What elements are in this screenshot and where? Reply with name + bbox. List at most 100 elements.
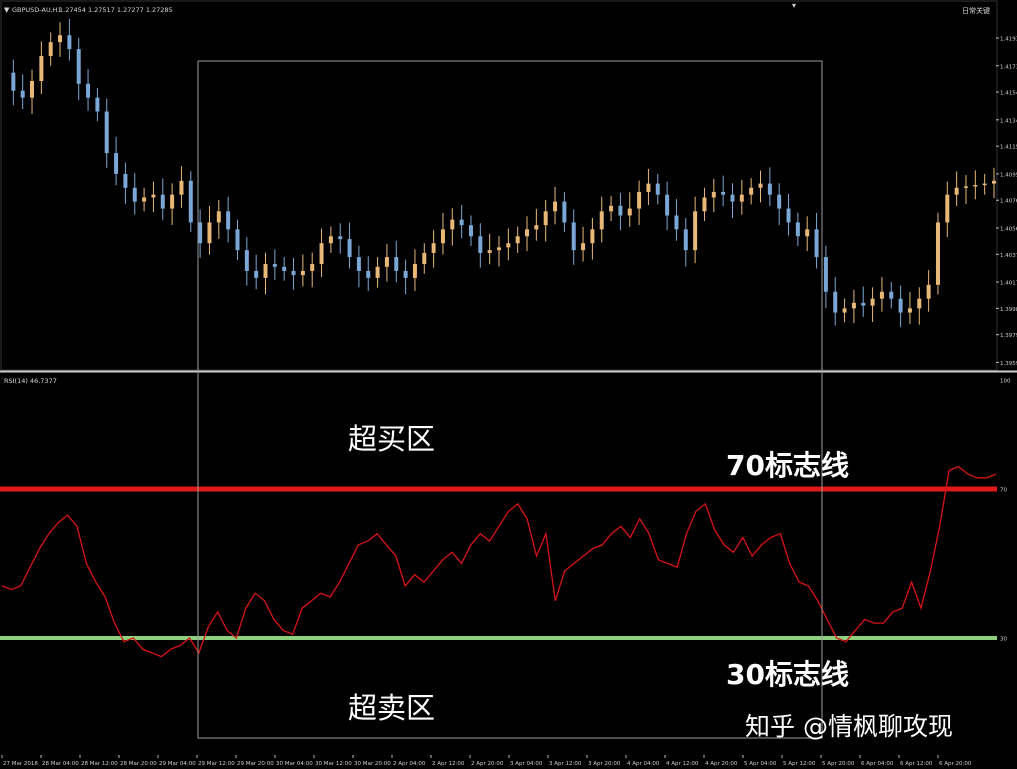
- candle-body: [683, 229, 688, 251]
- candle-body: [945, 194, 950, 223]
- symbol-timeframe: GBPUSD-AU,H1: [12, 6, 62, 14]
- price-tick-label: 1.4076: [1000, 199, 1017, 205]
- candle-body: [263, 264, 268, 278]
- collapse-triangle-icon[interactable]: ▼: [4, 6, 10, 14]
- candle-body: [226, 211, 231, 230]
- candle-body: [674, 215, 679, 230]
- time-tick-label: 2 Apr 12:00: [432, 761, 465, 767]
- time-tick-label: 6 Apr 12:00: [900, 761, 933, 767]
- candle-body: [30, 81, 35, 98]
- candle-body: [235, 229, 240, 251]
- time-tick-label: 4 Apr 04:00: [627, 761, 660, 767]
- candle-body: [655, 183, 660, 195]
- time-tick-label: 28 Mar 04:00: [42, 761, 79, 767]
- candle-body: [319, 243, 324, 265]
- candle-body: [459, 219, 464, 226]
- candle-body: [170, 194, 175, 209]
- price-tick-label: 1.3979: [1000, 333, 1017, 339]
- oversold-zone-label: 超卖区: [348, 691, 435, 725]
- price-panel[interactable]: 1.4193 1.4173 1.4154 1.4134 1.4115 1.4095 1.40…: [0, 0, 1017, 371]
- scroll-marker-icon[interactable]: ▾: [792, 1, 796, 10]
- candle-body: [665, 194, 670, 216]
- price-axis: 1.4193 1.4173 1.4154 1.4134 1.4115 1.4095 1.40…: [996, 37, 1017, 367]
- candle-body: [300, 270, 305, 276]
- candle-body: [244, 250, 249, 271]
- time-tick-label: 29 Mar 04:00: [159, 761, 196, 767]
- candle-body: [711, 191, 716, 198]
- price-tick-label: 1.4095: [1000, 172, 1017, 178]
- candle-body: [67, 35, 72, 50]
- time-axis: 27 Mar 2018 28 Mar 04:00 28 Mar 12:00 28 Ma…: [1, 755, 972, 767]
- price-panel-frame: [0, 0, 998, 371]
- candle-body: [963, 186, 968, 188]
- time-tick-label: 29 Mar 12:00: [198, 761, 235, 767]
- candle-body: [132, 187, 137, 202]
- time-tick-label: 4 Apr 20:00: [705, 761, 738, 767]
- price-tick-label: 1.4173: [1000, 64, 1017, 70]
- time-tick-label: 4 Apr 12:00: [666, 761, 699, 767]
- candle-body: [814, 229, 819, 258]
- price-tick-label: 1.4056: [1000, 226, 1017, 232]
- candle-body: [571, 222, 576, 251]
- watermark: 知乎 @情枫聊攻现: [745, 712, 953, 741]
- candle-body: [20, 90, 25, 98]
- price-tick-label: 1.3998: [1000, 307, 1017, 313]
- candle-body: [198, 222, 203, 244]
- candle-body: [58, 35, 63, 43]
- candle-body: [76, 49, 81, 84]
- candle-body: [581, 243, 586, 251]
- candle-body: [403, 270, 408, 278]
- candle-body: [525, 229, 530, 237]
- candle-body: [86, 83, 91, 98]
- rsi-axis: 100 70 30: [1000, 379, 1011, 643]
- rsi-tick-label: 70: [1000, 488, 1007, 494]
- time-tick-label: 5 Apr 20:00: [822, 761, 855, 767]
- candle-body: [375, 266, 380, 278]
- selection-box[interactable]: [197, 60, 823, 739]
- candle-body: [160, 194, 165, 209]
- candle-body: [506, 243, 511, 248]
- price-tick-label: 1.4017: [1000, 281, 1017, 287]
- candle-body: [823, 257, 828, 292]
- candle-body: [637, 191, 642, 209]
- candle-body: [422, 252, 427, 265]
- candle-body: [982, 183, 987, 186]
- rsi-tick-label: 30: [1000, 637, 1007, 643]
- candle-body: [356, 257, 361, 271]
- candle-body: [749, 187, 754, 195]
- candle-body: [851, 302, 856, 309]
- ohlc-values: 1.27454 1.27517 1.27277 1.27285: [59, 6, 173, 14]
- time-tick-label: 28 Mar 20:00: [120, 761, 157, 767]
- candle-body: [328, 236, 333, 244]
- candle-body: [142, 197, 147, 202]
- line-30-label: 30标志线: [726, 658, 849, 691]
- rsi-panel[interactable]: 100 70 30: [0, 379, 1011, 658]
- time-tick-label: 30 Mar 04:00: [276, 761, 313, 767]
- rsi-line: [1, 465, 997, 658]
- candles-layer: [11, 18, 996, 328]
- candle-body: [291, 270, 296, 276]
- candle-body: [478, 236, 483, 253]
- time-tick-label: 27 Mar 2018: [3, 761, 38, 767]
- candle-body: [310, 264, 315, 271]
- candle-body: [366, 270, 371, 278]
- candle-body: [543, 211, 548, 226]
- candle-body: [795, 222, 800, 237]
- candle-body: [889, 291, 894, 299]
- candle-body: [992, 180, 996, 184]
- candle-body: [487, 250, 492, 253]
- candle-body: [898, 298, 903, 313]
- candle-body: [282, 266, 287, 271]
- candle-body: [562, 201, 567, 223]
- candle-body: [693, 211, 698, 251]
- candle-body: [627, 208, 632, 216]
- candle-body: [767, 183, 772, 195]
- candle-body: [973, 184, 978, 187]
- candle-body: [618, 205, 623, 216]
- candle-body: [702, 197, 707, 212]
- candle-body: [151, 194, 156, 198]
- candle-body: [721, 191, 726, 195]
- time-tick-label: 29 Mar 20:00: [237, 761, 274, 767]
- candle-body: [48, 42, 53, 57]
- candle-body: [534, 225, 539, 230]
